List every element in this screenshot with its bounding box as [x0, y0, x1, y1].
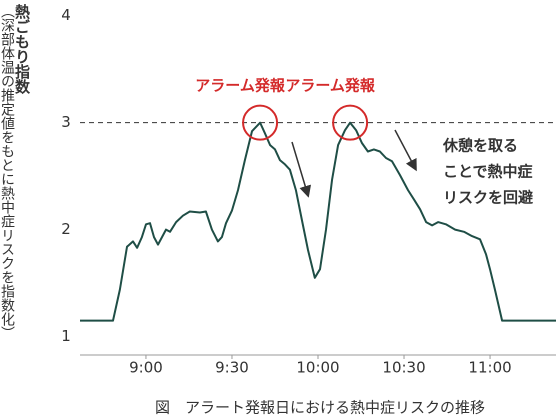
y-tick-label: 3 [61, 113, 71, 131]
x-tick-label: 10:00 [296, 359, 339, 377]
arrow [291, 141, 312, 198]
alarm-circle [242, 104, 279, 141]
note-line: ことで熱中症 [443, 163, 533, 181]
y-tick-label: 1 [61, 327, 71, 345]
alarm-circle [332, 104, 369, 141]
y-axis-note: （深部体温の推定値をもとに熱中症リスクを指数化） [0, 4, 15, 340]
caption: 図 アラート発報日における熱中症リスクの推移 [155, 399, 485, 417]
x-tick-label: 11:00 [468, 359, 511, 377]
note-line: 休憩を取る [442, 137, 518, 155]
x-tick-label: 10:30 [382, 359, 425, 377]
y-axis-title: 熱ごもり指数 [13, 3, 31, 95]
alarm-label: アラーム発報 [285, 77, 376, 95]
x-tick-label: 9:30 [215, 359, 249, 377]
y-tick-label: 4 [61, 6, 71, 24]
note-line: リスクを回避 [443, 189, 533, 207]
arrow [394, 129, 417, 172]
line [80, 121, 556, 322]
x-tick-label: 9:00 [129, 359, 163, 377]
alarm-label: アラーム発報 [195, 77, 286, 95]
y-tick-label: 2 [61, 220, 71, 238]
